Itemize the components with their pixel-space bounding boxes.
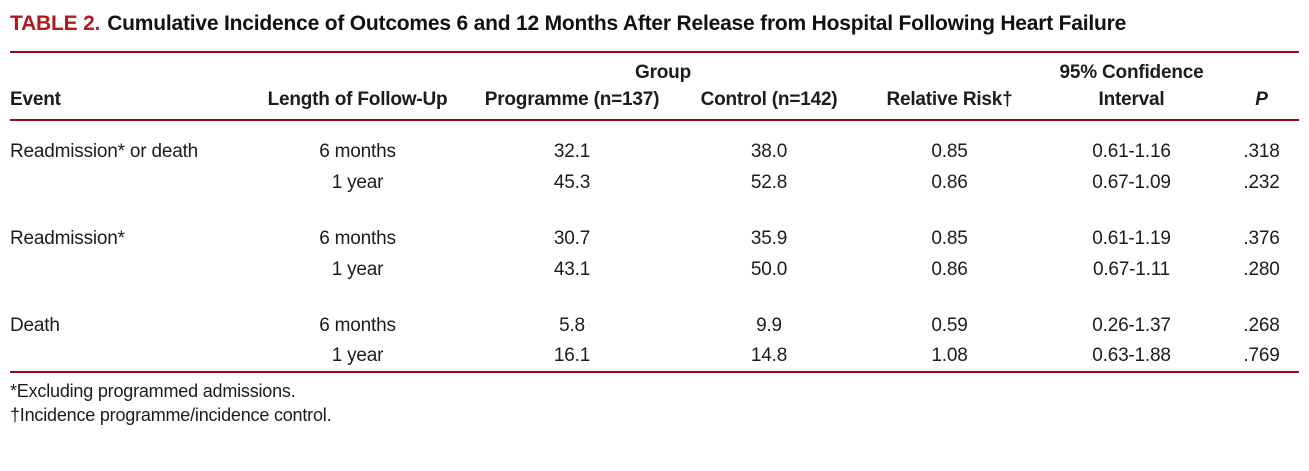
table-row: Death 6 months 5.8 9.9 0.59 0.26-1.37 .2… bbox=[10, 310, 1299, 341]
cell-follow-up: 1 year bbox=[331, 171, 384, 193]
cell-follow-up: 6 months bbox=[319, 140, 396, 162]
cell-relative-risk: 0.86 bbox=[931, 171, 968, 193]
header-spacer-follow-up bbox=[249, 52, 466, 84]
cell-control: 50.0 bbox=[750, 258, 788, 280]
cell-event: Readmission* or death bbox=[10, 140, 199, 162]
header-spacer-p bbox=[1224, 52, 1299, 84]
table-row: 1 year 16.1 14.8 1.08 0.63-1.88 .769 bbox=[10, 341, 1299, 372]
cell-follow-up: 1 year bbox=[331, 345, 384, 366]
cell-event bbox=[10, 341, 249, 372]
cell-follow-up: 1 year bbox=[331, 258, 384, 280]
table-header: Group 95% Confidence Event Length of Fol… bbox=[10, 52, 1299, 120]
row-spacer bbox=[10, 285, 1299, 310]
header-spacer-event bbox=[10, 52, 249, 84]
header-p: P bbox=[1255, 89, 1268, 110]
cell-ci: 0.61-1.16 bbox=[1092, 140, 1171, 162]
footnotes: *Excluding programmed admissions. †Incid… bbox=[10, 379, 1309, 427]
table-row: Readmission* or death 6 months 32.1 38.0… bbox=[10, 136, 1299, 167]
cell-programme: 43.1 bbox=[553, 258, 591, 280]
cell-p: .232 bbox=[1243, 171, 1280, 193]
cell-programme: 32.1 bbox=[553, 140, 591, 162]
row-spacer bbox=[10, 120, 1299, 136]
cell-ci: 0.67-1.09 bbox=[1092, 171, 1171, 193]
table-title: TABLE 2. Cumulative Incidence of Outcomes… bbox=[0, 0, 1258, 38]
table-row: 1 year 45.3 52.8 0.86 0.67-1.09 .232 bbox=[10, 167, 1299, 198]
cell-follow-up: 6 months bbox=[319, 314, 396, 336]
row-spacer bbox=[10, 198, 1299, 223]
cell-event: Death bbox=[10, 314, 60, 336]
outcomes-table: Group 95% Confidence Event Length of Fol… bbox=[10, 51, 1299, 373]
cell-control: 14.8 bbox=[750, 345, 788, 366]
cell-ci: 0.26-1.37 bbox=[1092, 314, 1171, 336]
table-body: Readmission* or death 6 months 32.1 38.0… bbox=[10, 120, 1299, 372]
footnote-dagger: †Incidence programme/incidence control. bbox=[10, 405, 332, 425]
header-ci-line1: 95% Confidence bbox=[1059, 62, 1204, 83]
cell-programme: 16.1 bbox=[553, 345, 591, 366]
header-control: Control (n=142) bbox=[700, 89, 838, 110]
cell-p: .280 bbox=[1243, 258, 1280, 280]
cell-relative-risk: 0.85 bbox=[931, 227, 968, 249]
header-programme: Programme (n=137) bbox=[484, 89, 660, 110]
table-row: 1 year 43.1 50.0 0.86 0.67-1.11 .280 bbox=[10, 254, 1299, 285]
spacer-cell bbox=[10, 120, 1299, 136]
footnote-asterisk: *Excluding programmed admissions. bbox=[10, 381, 296, 401]
table-number-label: TABLE 2. bbox=[10, 12, 101, 35]
cell-ci: 0.61-1.19 bbox=[1092, 227, 1171, 249]
header-group-spanner: Group bbox=[635, 62, 691, 83]
table-row: Readmission* 6 months 30.7 35.9 0.85 0.6… bbox=[10, 223, 1299, 254]
cell-programme: 30.7 bbox=[553, 227, 591, 249]
cell-control: 52.8 bbox=[750, 171, 788, 193]
cell-relative-risk: 0.86 bbox=[931, 258, 968, 280]
header-row-columns: Event Length of Follow-Up Programme (n=1… bbox=[10, 84, 1299, 120]
header-event: Event bbox=[10, 89, 61, 110]
header-relative-risk: Relative Risk† bbox=[886, 89, 1013, 110]
table-title-text: Cumulative Incidence of Outcomes 6 and 1… bbox=[107, 12, 1127, 35]
cell-p: .318 bbox=[1243, 140, 1280, 162]
cell-programme: 5.8 bbox=[559, 314, 585, 336]
cell-event bbox=[10, 167, 249, 198]
header-spacer-relative-risk bbox=[860, 52, 1039, 84]
cell-relative-risk: 1.08 bbox=[931, 345, 968, 366]
cell-ci: 0.67-1.11 bbox=[1092, 258, 1171, 280]
header-ci-line2: Interval bbox=[1098, 89, 1165, 110]
cell-ci: 0.63-1.88 bbox=[1092, 345, 1171, 366]
header-row-spanners: Group 95% Confidence bbox=[10, 52, 1299, 84]
header-follow-up: Length of Follow-Up bbox=[267, 89, 448, 110]
cell-relative-risk: 0.59 bbox=[931, 314, 968, 336]
spacer-cell bbox=[10, 285, 1299, 310]
cell-control: 9.9 bbox=[756, 314, 782, 336]
cell-event bbox=[10, 254, 249, 285]
cell-follow-up: 6 months bbox=[319, 227, 396, 249]
cell-control: 38.0 bbox=[750, 140, 788, 162]
cell-p: .769 bbox=[1243, 345, 1280, 366]
cell-programme: 45.3 bbox=[553, 171, 591, 193]
cell-p: .268 bbox=[1243, 314, 1280, 336]
spacer-cell bbox=[10, 198, 1299, 223]
cell-control: 35.9 bbox=[750, 227, 788, 249]
cell-event: Readmission* bbox=[10, 227, 125, 249]
cell-p: .376 bbox=[1243, 227, 1280, 249]
cell-relative-risk: 0.85 bbox=[931, 140, 968, 162]
